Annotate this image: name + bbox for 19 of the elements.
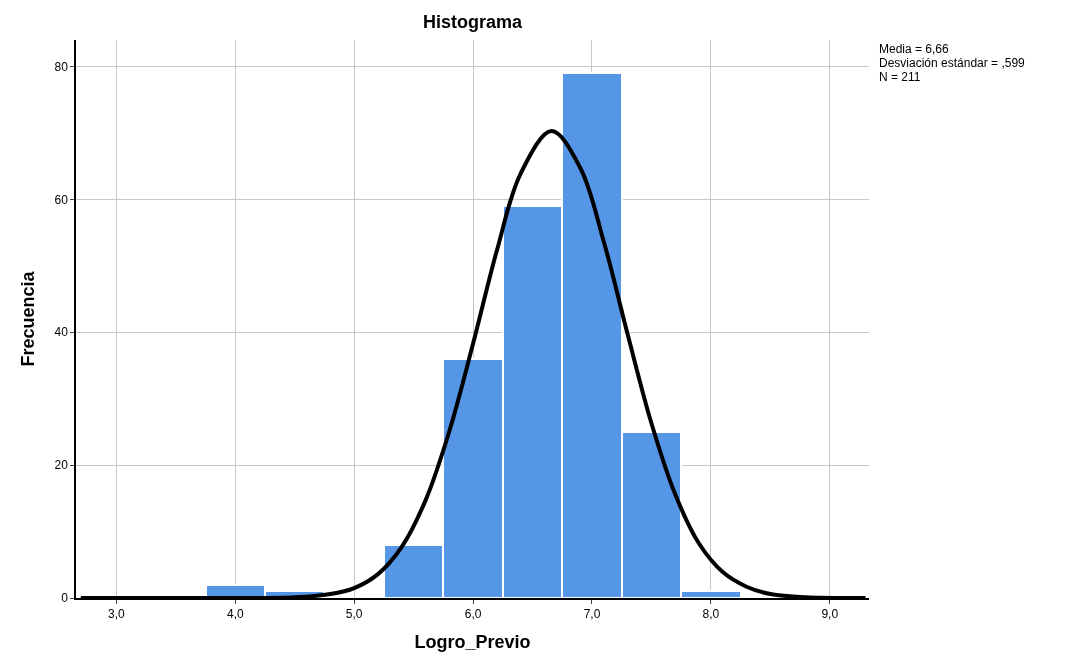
text: Desviación estándar = ,599: [879, 56, 1026, 70]
x-tick-label: 9,0: [821, 607, 839, 622]
y-axis-title: Frecuencia: [18, 270, 39, 367]
x-tick-label: 5,0: [345, 607, 363, 622]
x-tick-label: 8,0: [702, 607, 720, 622]
x-tick-label: 7,0: [583, 607, 601, 622]
x-tick-label: 3,0: [108, 607, 126, 622]
y-tick-label: 60: [54, 192, 69, 207]
x-tick-label: 6,0: [464, 607, 482, 622]
x-tick-label: 4,0: [226, 607, 244, 622]
text: N = 211: [879, 70, 921, 84]
y-tick-label: 80: [54, 59, 69, 74]
y-tick-label: 0: [61, 591, 69, 606]
x-axis-title: Logro_Previo: [414, 631, 531, 652]
text: Media = 6,66: [879, 42, 950, 56]
chart-title: Histograma: [422, 12, 523, 33]
y-tick-label: 20: [54, 458, 69, 473]
y-tick-label: 40: [54, 325, 69, 340]
line-series: [78, 129, 868, 598]
